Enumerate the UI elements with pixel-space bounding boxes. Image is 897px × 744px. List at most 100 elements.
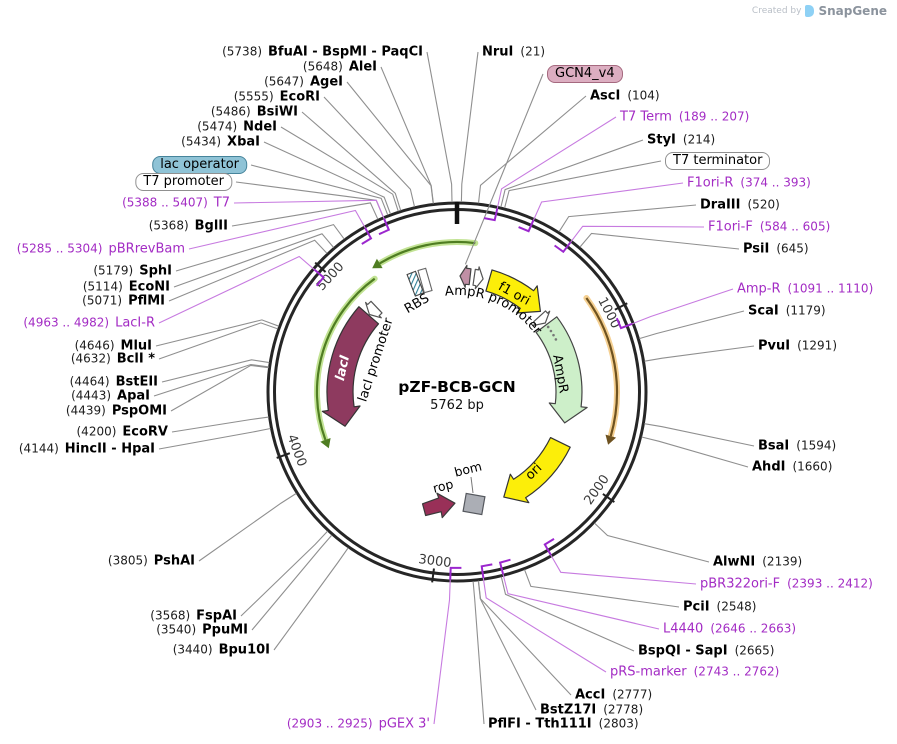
leader-line-l4440: [500, 566, 660, 630]
site-position: (5474): [197, 119, 238, 134]
leader-line-pbr322ori-f: [546, 547, 697, 585]
site-position: (2778): [603, 702, 644, 717]
site-label-bstz17i: BstZ17I (2778): [540, 703, 643, 718]
leader-line-alwni: [594, 522, 710, 563]
leader-line-nrui: [460, 51, 479, 203]
primer-mark-t7-term: [483, 208, 499, 222]
site-position: (4464): [69, 374, 110, 389]
site-position: (2903 .. 2925): [286, 716, 373, 731]
site-name: Amp-R: [737, 281, 781, 297]
site-name: pRS-marker: [610, 664, 687, 680]
site-name: F1ori-F: [708, 219, 753, 235]
site-name: BsiWI: [256, 104, 298, 120]
site-label-ecorv: (4200) EcoRV: [77, 425, 169, 440]
site-name: PshAI: [153, 553, 195, 569]
site-position: (5368): [148, 218, 189, 233]
site-label-agei: (5647) AgeI: [264, 75, 343, 90]
leader-line-bcli: [158, 322, 278, 360]
leader-line-ecorv: [171, 416, 269, 433]
site-name: FspAI: [196, 608, 237, 624]
primer-mark-pbr322ori-f: [543, 538, 555, 556]
site-name: PflMI: [128, 293, 165, 309]
leader-line-laci-r: [158, 255, 321, 324]
leader-line-scai: [639, 310, 745, 340]
site-label-t7-term: T7 Term (189 .. 207): [620, 110, 749, 125]
site-label-ecori: (5555) EcoRI: [234, 90, 320, 105]
site-label-pcii: PciI (2548): [683, 600, 756, 615]
site-position: (374 .. 393): [740, 175, 811, 190]
feature-box-label: GCN4_v4: [547, 65, 623, 83]
site-label-pvui: PvuI (1291): [758, 339, 837, 354]
site-label-ndei: (5474) NdeI: [197, 120, 277, 135]
site-name: BstZ17I: [540, 702, 597, 718]
site-position: (5285 .. 5304): [16, 241, 103, 256]
site-label-asci: AscI (104): [590, 89, 660, 104]
leader-line-hincii-hpai: [158, 427, 271, 450]
site-label-bcli: (4632) BclI *: [71, 352, 155, 367]
site-position: (189 .. 207): [678, 109, 750, 124]
site-name: EcoRV: [122, 424, 168, 440]
site-position: (2743 .. 2762): [693, 664, 780, 679]
primer-mark-t7: [378, 218, 391, 236]
primer-mark-l4440: [498, 558, 511, 575]
site-label-bfuai-bspmi-paqci: (5738) BfuAI - BspMI - PaqCI: [222, 45, 423, 60]
site-label-ahdi: AhdI (1660): [752, 460, 832, 475]
site-position: (104): [627, 88, 660, 103]
site-label-pbr322ori-f: pBR322ori-F (2393 .. 2412): [700, 577, 873, 592]
leader-line-gcn4-v4: [464, 73, 544, 265]
feature-laci-promoter-arrow: [365, 300, 383, 319]
site-position: (5555): [233, 89, 274, 104]
site-position: (2803): [598, 716, 639, 731]
site-name: PflFI - Tth111I: [488, 716, 592, 732]
site-label-pgex-3: (2903 .. 2925) pGEX 3': [287, 717, 430, 732]
site-label-pshai: (3805) PshAI: [108, 554, 195, 569]
primer-mark-amp-r: [615, 317, 633, 330]
site-label-pbrrevbam: (5285 .. 5304) pBRrevBam: [17, 242, 185, 257]
site-name: AlwNI: [713, 554, 756, 570]
site-name: pBRrevBam: [108, 241, 185, 257]
leader-line-asci: [477, 95, 587, 204]
site-position: (1594): [796, 438, 837, 453]
site-name: PspOMI: [111, 403, 167, 419]
tick-2000: [602, 493, 615, 503]
plasmid-name: pZF-BCB-GCN: [398, 378, 516, 396]
tick-5000: [314, 261, 327, 273]
orf-arc-orf-top: [372, 238, 479, 269]
leader-line-bglii: [231, 202, 379, 227]
site-name: pGEX 3': [378, 716, 430, 732]
leader-line-bom: [470, 476, 474, 494]
feature-AmpR: [535, 316, 588, 424]
site-label-gcn4-v4: GCN4_v4: [547, 65, 623, 83]
site-position: (5434): [181, 134, 222, 149]
leader-line-f1ori-r: [529, 182, 684, 228]
primer-mark-f1ori-r: [518, 219, 535, 233]
leader-line-ecori: [323, 96, 416, 207]
feature-gcn4-arrow: [459, 264, 472, 288]
leader-line-pspomi: [170, 364, 269, 412]
site-label-nrui: NruI (21): [482, 45, 545, 60]
site-name: StyI: [647, 132, 676, 148]
site-name: AscI: [590, 88, 621, 104]
site-position: (584 .. 605): [759, 219, 831, 234]
leader-line-t7-term: [495, 116, 617, 217]
site-label-alei: (5648) AleI: [303, 60, 377, 75]
site-position: (3568): [150, 608, 191, 623]
leader-line-pflmi: [168, 239, 328, 302]
site-position: (1179): [785, 303, 826, 318]
site-label-t7: (5388 .. 5407) T7: [122, 196, 230, 211]
site-label-sphi: (5179) SphI: [93, 264, 172, 279]
site-label-hincii-hpai: (4144) HincII - HpaI: [19, 442, 155, 457]
leader-line-bsai: [644, 423, 755, 447]
primer-mark-pbrrevbam: [361, 227, 373, 245]
leader-line-econi: [173, 233, 335, 288]
site-position: (5388 .. 5407): [122, 195, 208, 210]
site-name: AhdI: [752, 459, 786, 475]
site-position: (5486): [210, 104, 251, 119]
site-name: ApaI: [117, 388, 150, 404]
leader-line-pbrrevbam: [188, 209, 370, 250]
orf-arc-orf-laci: [313, 275, 378, 449]
site-name: AgeI: [309, 74, 343, 90]
orf-arc-orf-ampr: [583, 295, 620, 445]
site-name: XbaI: [227, 134, 260, 150]
site-position: (3805): [107, 553, 148, 568]
